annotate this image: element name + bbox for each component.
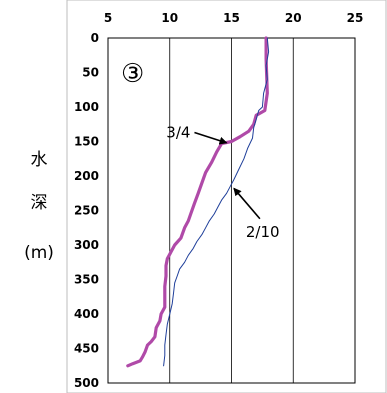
- y-tick-label: 400: [74, 307, 99, 321]
- y-tick-label: 150: [74, 135, 99, 149]
- panel-label: ③: [121, 59, 144, 89]
- series-line-3-4: [126, 36, 269, 368]
- y-axis-label-char-2: 深: [31, 193, 48, 213]
- annotation-arrow-1: [194, 131, 228, 145]
- annotation-label-1: 3/4: [166, 124, 190, 142]
- x-tick-label: 25: [347, 11, 364, 25]
- y-axis-label-unit: (m): [24, 243, 54, 263]
- annotation-label-2: 2/10: [246, 223, 280, 241]
- series-layer: [126, 36, 270, 368]
- x-tick-label: 10: [161, 11, 178, 25]
- y-tick-label: 350: [74, 273, 99, 287]
- y-tick-label: 0: [91, 31, 99, 45]
- y-tick-label: 250: [74, 204, 99, 218]
- x-tick-label: 15: [223, 11, 240, 25]
- x-tick-label: 5: [104, 11, 112, 25]
- y-tick-label: 450: [74, 342, 99, 356]
- y-axis-label-char-1: 水: [31, 150, 48, 170]
- y-tick-label: 100: [74, 100, 99, 114]
- outer-frame: [66, 0, 387, 393]
- annotation-layer: 3/4 2/10: [166, 124, 279, 241]
- y-tick-label: 300: [74, 238, 99, 252]
- series-line-2-10: [163, 37, 270, 367]
- annotation-arrow-2: [233, 187, 261, 220]
- gridlines: [169, 38, 294, 383]
- y-tick-label: 50: [82, 66, 99, 80]
- y-tick-labels: 0 50 100 150 200 250 300 350 400 450 500: [74, 31, 99, 390]
- y-tick-label: 200: [74, 169, 99, 183]
- y-tick-label: 500: [74, 376, 99, 390]
- x-tick-labels: 5 10 15 20 25: [104, 11, 364, 25]
- x-tick-label: 20: [285, 11, 302, 25]
